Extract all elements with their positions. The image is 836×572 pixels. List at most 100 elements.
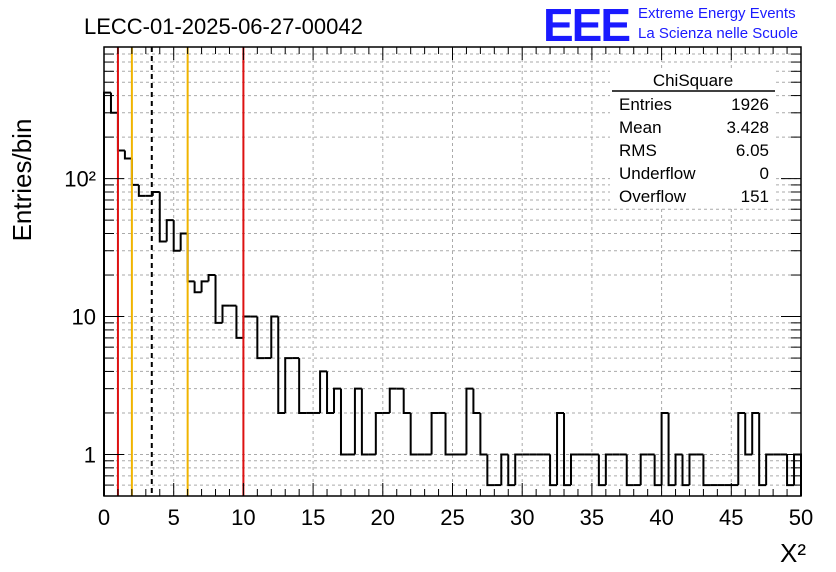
histogram-bin [193, 281, 202, 294]
histogram-bin [765, 453, 774, 486]
histogram-bin [486, 454, 495, 487]
histogram-bin [758, 412, 767, 487]
histogram-bin [465, 387, 474, 455]
histogram-bin [123, 150, 132, 160]
x-tick-label: 10 [231, 505, 255, 530]
histogram-bin [625, 454, 634, 487]
histogram-bin [556, 411, 565, 486]
stats-title: ChiSquare [653, 71, 733, 90]
stats-label: Entries [619, 95, 672, 114]
histogram-bin [103, 91, 111, 496]
x-tick-label: 20 [371, 505, 395, 530]
y-tick-label: 10² [64, 167, 96, 192]
histogram-bin [353, 387, 362, 455]
histogram-bin [674, 453, 683, 486]
x-tick-label: 5 [168, 505, 180, 530]
histogram-bin [374, 411, 383, 455]
x-tick-label: 40 [649, 505, 673, 530]
stats-label: RMS [619, 141, 657, 160]
histogram-bin [597, 454, 606, 487]
histogram-bin [339, 388, 348, 456]
histogram-bin [200, 280, 209, 293]
stats-box: ChiSquare Entries 1926 Mean 3.428 RMS 6.05 Und… [610, 69, 775, 206]
histogram-bin [388, 387, 397, 413]
histogram-bin [298, 358, 307, 414]
histogram-bin [270, 315, 279, 359]
histogram-bin [786, 454, 795, 487]
eee-logo: EEE [543, 0, 631, 51]
histogram-bin [500, 453, 509, 486]
histogram-bin [681, 454, 690, 487]
histogram-bin [360, 388, 369, 456]
x-tick-label: 25 [440, 505, 464, 530]
histogram-bin [130, 158, 139, 186]
histogram-bin [235, 305, 244, 339]
histogram-bin [737, 411, 746, 486]
histogram-bin [569, 453, 578, 486]
stats-value: 0 [760, 164, 769, 183]
histogram-bin [319, 370, 328, 413]
histogram-bin [409, 412, 418, 456]
histogram-bin [165, 219, 174, 242]
logo-line-2: La Scienza nelle Scuole [638, 25, 799, 42]
histogram-bin [402, 388, 411, 414]
x-axis-label: X² [780, 538, 806, 568]
histogram-bin [604, 453, 613, 486]
axes: 0 5 10 15 20 25 30 35 40 45 50 1 10 10² [64, 46, 813, 530]
logo-caption: Extreme Energy Events La Scienza nelle S… [638, 4, 798, 44]
x-tick-label: 30 [510, 505, 534, 530]
histogram-bin [221, 304, 230, 323]
histogram-bin [479, 412, 488, 456]
stats-label: Mean [619, 118, 662, 137]
histogram-bin [653, 454, 662, 487]
histogram-bin [158, 191, 167, 243]
y-tick-label: 1 [84, 442, 96, 467]
histogram-bin [242, 315, 251, 338]
chart-title: LECC-01-2025-06-27-00042 [84, 14, 363, 39]
histogram-bin [214, 275, 223, 324]
histogram-bin [444, 412, 453, 456]
histogram-bin [179, 232, 188, 251]
histogram-bin [186, 233, 195, 283]
histogram-bin [256, 316, 265, 360]
stats-value: 3.428 [726, 118, 769, 137]
logo-line-1: Extreme Energy Events [638, 5, 796, 22]
histogram-bin [702, 454, 711, 487]
x-tick-label: 15 [301, 505, 325, 530]
histogram-bin [284, 357, 293, 413]
histogram-bin [277, 316, 286, 414]
histogram-bin [667, 412, 676, 487]
plot-frame [103, 46, 802, 497]
y-axis-label: Entries/bin [7, 119, 37, 242]
histogram-bin [472, 388, 481, 414]
histogram-bin [549, 454, 558, 487]
histogram-bin [333, 387, 341, 413]
histogram-bin [116, 112, 125, 152]
x-tick-label: 0 [98, 505, 110, 530]
stats-label: Underflow [619, 164, 696, 183]
histogram-bin [326, 371, 335, 414]
histogram-bin [688, 453, 697, 486]
histogram-bin [151, 190, 160, 196]
histogram-bin [507, 454, 516, 487]
histogram-bin [207, 274, 216, 282]
reference-lines [116, 47, 245, 496]
histogram-bin [430, 411, 439, 455]
stats-label: Overflow [619, 187, 687, 206]
histogram-bin [744, 412, 753, 456]
stats-value: 1926 [731, 95, 769, 114]
histogram-bin [514, 453, 523, 486]
y-tick-label: 10 [72, 305, 96, 330]
x-tick-label: 45 [719, 505, 743, 530]
stats-value: 151 [741, 187, 769, 206]
histogram-bin [751, 411, 760, 455]
histogram-bin [639, 453, 648, 486]
grid [104, 46, 801, 497]
histogram-bin [563, 412, 571, 487]
x-tick-label: 35 [580, 505, 604, 530]
x-tick-label: 50 [789, 505, 813, 530]
histogram-bin [660, 411, 669, 486]
stats-value: 6.05 [736, 141, 769, 160]
histogram-bin [137, 184, 146, 197]
